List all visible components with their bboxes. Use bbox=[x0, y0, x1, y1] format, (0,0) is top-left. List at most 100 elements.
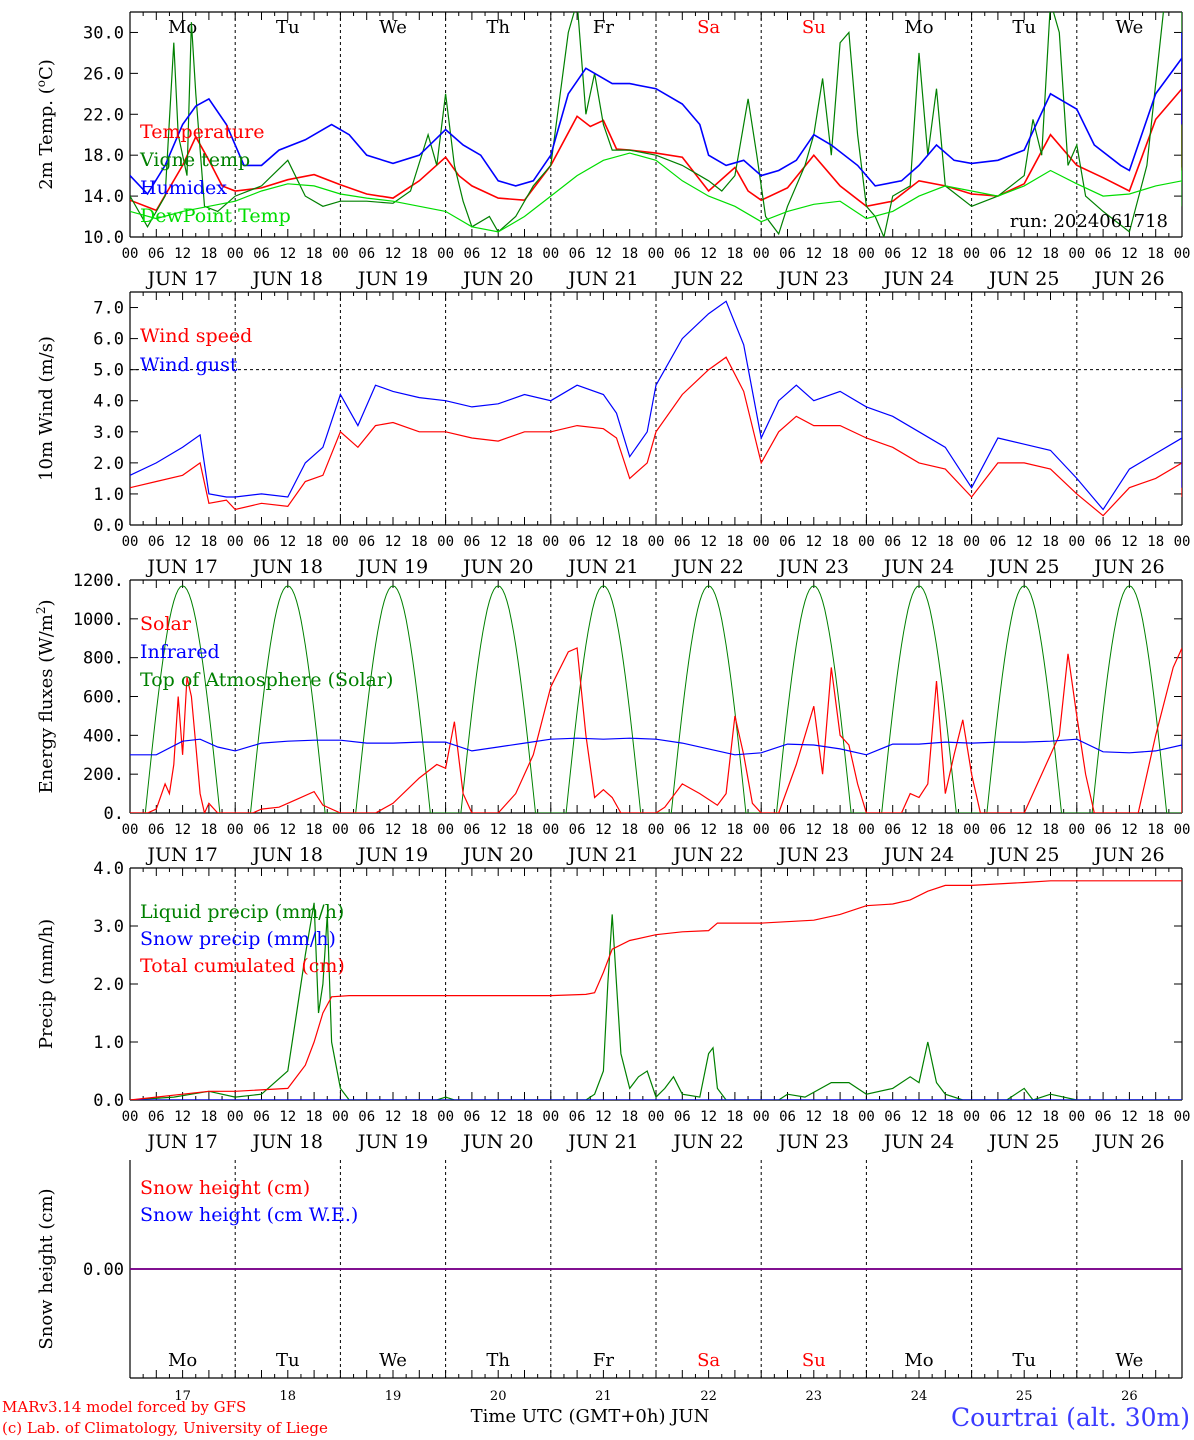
series-line-wind-gust bbox=[130, 300, 1182, 511]
weekday-label: Tu bbox=[276, 1350, 300, 1371]
hour-label: 00 bbox=[332, 822, 349, 838]
date-label: JUN 25 bbox=[987, 844, 1059, 866]
hour-label: 18 bbox=[1042, 534, 1059, 550]
date-label: JUN 18 bbox=[251, 844, 323, 866]
hour-label: 06 bbox=[148, 246, 165, 262]
hour-label: 18 bbox=[1147, 1109, 1164, 1125]
hour-label: 18 bbox=[1042, 822, 1059, 838]
day-number: 24 bbox=[911, 1389, 928, 1404]
hour-label: 00 bbox=[437, 1109, 454, 1125]
y-tick-label: 0.0 bbox=[93, 1091, 124, 1111]
weekday-label: Tu bbox=[1012, 17, 1036, 38]
date-label: JUN 17 bbox=[145, 556, 217, 578]
legend-entry: Solar bbox=[140, 613, 192, 635]
y-tick-label: 400. bbox=[83, 726, 124, 746]
weekday-label: Tu bbox=[1012, 1350, 1036, 1371]
hour-label: 00 bbox=[1068, 822, 1085, 838]
series-line-vigne-temp bbox=[130, 12, 1182, 237]
hour-label: 12 bbox=[595, 246, 612, 262]
hour-label: 06 bbox=[253, 822, 270, 838]
hour-label: 18 bbox=[621, 246, 638, 262]
y-tick-label: 30.0 bbox=[83, 23, 124, 43]
hour-label: 00 bbox=[753, 822, 770, 838]
hour-label: 00 bbox=[963, 1109, 980, 1125]
hour-label: 00 bbox=[753, 534, 770, 550]
hour-label: 00 bbox=[122, 1109, 139, 1125]
hour-label: 18 bbox=[516, 822, 533, 838]
panel-5: 0.00 Mo 17 Tu 18 We 19 Th 20 Fr 21 Sa 22 Su 23 Mo 24 Tu 25… bbox=[36, 1160, 1183, 1404]
legend-entry: Liquid precip (mm/h) bbox=[140, 901, 344, 923]
hour-label: 12 bbox=[1121, 534, 1138, 550]
date-label: JUN 20 bbox=[461, 268, 533, 290]
hour-label: 18 bbox=[832, 246, 849, 262]
hour-label: 00 bbox=[437, 534, 454, 550]
hour-label: 00 bbox=[963, 246, 980, 262]
hour-label: 00 bbox=[1174, 534, 1191, 550]
panel-4: 0.0 1.0 2.0 3.0 4.0 00 06 12 18 JUN 17 00 06 12 18 JUN… bbox=[36, 859, 1190, 1153]
y-tick-label: 1000. bbox=[73, 610, 124, 630]
weekday-label: Sa bbox=[697, 1350, 720, 1371]
date-label: JUN 21 bbox=[566, 268, 638, 290]
hour-label: 00 bbox=[437, 822, 454, 838]
y-axis-label: 10m Wind (m/s) bbox=[36, 336, 57, 481]
day-number: 26 bbox=[1121, 1389, 1138, 1404]
hour-label: 06 bbox=[358, 246, 375, 262]
hour-label: 00 bbox=[227, 534, 244, 550]
hour-label: 00 bbox=[227, 1109, 244, 1125]
hour-label: 12 bbox=[385, 534, 402, 550]
date-label: JUN 26 bbox=[1092, 268, 1164, 290]
legend-entry: Infrared bbox=[140, 641, 220, 663]
legend-entry: Top of Atmosphere (Solar) bbox=[140, 669, 393, 691]
hour-label: 12 bbox=[700, 822, 717, 838]
y-tick-label: 600. bbox=[83, 688, 124, 708]
hour-label: 12 bbox=[700, 1109, 717, 1125]
y-tick-label: 3.0 bbox=[93, 423, 124, 443]
date-label: JUN 17 bbox=[145, 268, 217, 290]
data-lines bbox=[130, 300, 1182, 517]
hour-label: 12 bbox=[805, 1109, 822, 1125]
hour-label: 18 bbox=[621, 822, 638, 838]
weekday-label: Th bbox=[486, 17, 510, 38]
hour-label: 06 bbox=[989, 1109, 1006, 1125]
station-name: Courtrai (alt. 30m) bbox=[951, 1403, 1190, 1432]
hour-label: 00 bbox=[437, 246, 454, 262]
weekday-label: We bbox=[379, 1350, 407, 1371]
hour-label: 06 bbox=[989, 246, 1006, 262]
hour-label: 18 bbox=[937, 534, 954, 550]
legend-entry: Humidex bbox=[140, 177, 227, 199]
hour-label: 00 bbox=[753, 1109, 770, 1125]
hour-label: 06 bbox=[884, 246, 901, 262]
hour-label: 06 bbox=[569, 246, 586, 262]
hour-label: 12 bbox=[490, 534, 507, 550]
date-label: JUN 22 bbox=[671, 1131, 743, 1153]
series-line-top-of-atmosphere bbox=[130, 585, 1182, 813]
hour-label: 00 bbox=[858, 1109, 875, 1125]
y-tick-label: 1.0 bbox=[93, 485, 124, 505]
hour-label: 06 bbox=[1095, 246, 1112, 262]
hour-label: 12 bbox=[1121, 822, 1138, 838]
hour-label: 18 bbox=[411, 534, 428, 550]
hour-label: 18 bbox=[1042, 1109, 1059, 1125]
weekday-label: Mo bbox=[168, 17, 197, 38]
credit-line-2: (c) Lab. of Climatology, University of L… bbox=[2, 1419, 328, 1437]
hour-label: 06 bbox=[569, 822, 586, 838]
date-label: JUN 25 bbox=[987, 556, 1059, 578]
hour-label: 00 bbox=[542, 1109, 559, 1125]
series-line-wind-speed bbox=[130, 356, 1182, 517]
date-label: JUN 22 bbox=[671, 844, 743, 866]
hour-label: 06 bbox=[463, 1109, 480, 1125]
date-label: JUN 21 bbox=[566, 556, 638, 578]
hour-label: 12 bbox=[490, 246, 507, 262]
series-line-liquid-precip-mm-h- bbox=[130, 902, 1182, 1100]
date-label: JUN 26 bbox=[1092, 844, 1164, 866]
hour-label: 00 bbox=[648, 534, 665, 550]
y-tick-label: 2.0 bbox=[93, 975, 124, 995]
hour-label: 00 bbox=[542, 822, 559, 838]
hour-label: 18 bbox=[937, 1109, 954, 1125]
y-tick-label: 1.0 bbox=[93, 1033, 124, 1053]
y-tick-label: 1200. bbox=[73, 571, 124, 591]
weekday-label: Fr bbox=[593, 17, 614, 38]
hour-label: 06 bbox=[148, 822, 165, 838]
hour-label: 00 bbox=[542, 246, 559, 262]
hour-label: 12 bbox=[1016, 1109, 1033, 1125]
